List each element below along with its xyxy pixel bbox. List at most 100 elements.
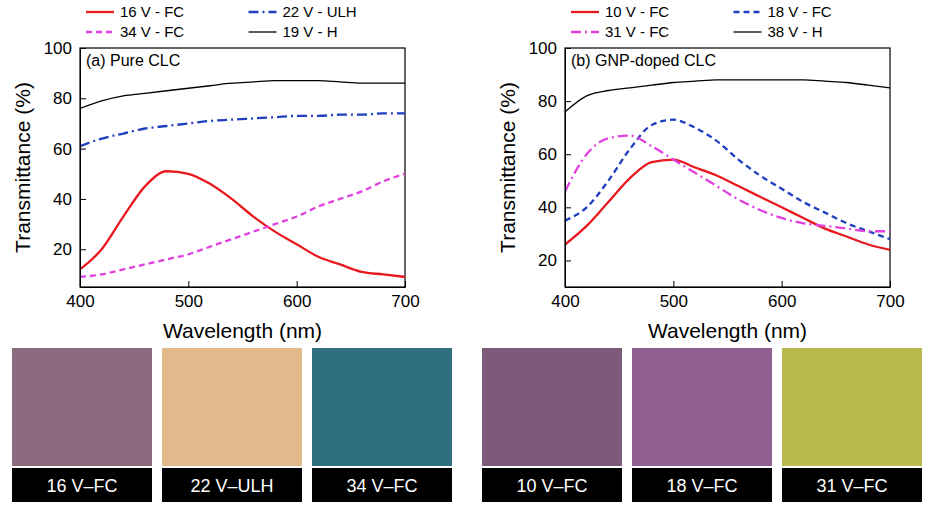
micrograph [482,348,622,466]
x-axis: 400 500 600 700 [551,281,904,311]
tick-mark [890,281,891,287]
series-line [80,81,405,109]
tick: 100 [529,39,571,58]
tick-label: 700 [876,292,904,311]
caption: 31 V–FC [816,476,887,496]
series-line [80,113,405,146]
tick-label: 100 [529,39,557,58]
tick-mark [782,281,783,287]
tick-label: 40 [53,190,72,209]
plot-frame [565,48,890,287]
y-axis-title: Transmittance (%) [11,82,34,253]
tick-label: 500 [660,292,688,311]
legend-swatch [249,11,277,13]
legend-label: 19 V - H [283,23,338,40]
series-line [80,171,405,277]
tick-mark [405,281,406,287]
micrograph [312,348,452,466]
micrograph [162,348,302,466]
y-axis: 20 40 60 80 100 [44,39,86,288]
legend-swatch [249,31,277,32]
series-line [565,120,890,240]
legend-swatch [734,11,762,13]
tick-mark [80,149,86,150]
tick-mark [565,48,571,49]
tick-label: 400 [551,292,579,311]
y-axis-title: Transmittance (%) [496,82,519,253]
caption-box [782,468,922,502]
tick-label: 400 [66,292,94,311]
caption: 34 V–FC [346,476,417,496]
tick: 700 [391,281,419,311]
caption-box [162,468,302,502]
tick: 600 [283,281,311,311]
micrograph [782,348,922,466]
x-axis-title: Wavelength (nm) [163,319,322,342]
caption-box [632,468,772,502]
legend-swatch [571,31,599,33]
tick-mark [673,281,674,287]
tick-mark [565,101,571,102]
tick-label: 80 [53,89,72,108]
series-line [565,80,890,112]
caption: 16 V–FC [46,476,117,496]
tick: 100 [44,39,86,58]
tick: 80 [538,92,571,111]
legend-swatch [571,11,599,13]
tick-mark [297,281,298,287]
legend-label: 38 V - H [768,23,823,40]
tick-mark [565,207,571,208]
panel: 400 500 600 700 20 40 60 80 100 Wavelength (nm) Tr… [11,3,452,502]
tick-label: 600 [283,292,311,311]
tick: 80 [53,89,86,108]
axis-line [81,287,406,288]
legend-label: 10 V - FC [605,3,669,20]
panel: 400 500 600 700 20 40 60 80 100 Wavelength (nm) Tr… [482,3,922,502]
tick: 40 [538,198,571,217]
tick: 500 [660,281,688,311]
x-axis: 400 500 600 700 [66,281,419,311]
tick-mark [80,48,86,49]
panel-title: (a) Pure CLC [86,52,180,69]
axis-line [80,49,81,288]
tick: 20 [538,251,571,270]
legend-label: 22 V - ULH [283,3,357,20]
legend-label: 31 V - FC [605,23,669,40]
tick-label: 60 [53,140,72,159]
caption-box [312,468,452,502]
tick: 600 [768,281,796,311]
tick: 60 [53,140,86,159]
caption: 22 V–ULH [190,476,273,496]
lines [80,81,405,277]
tick-mark [80,98,86,99]
legend-label: 34 V - FC [120,23,184,40]
tick-mark [565,260,571,261]
tick-mark [80,249,86,250]
tick-mark [80,199,86,200]
micrograph [632,348,772,466]
micrograph [12,348,152,466]
series-line [565,136,890,232]
tick-label: 700 [391,292,419,311]
tick-label: 100 [44,39,72,58]
plot-frame [80,48,405,287]
y-axis: 20 40 60 80 100 [529,39,571,288]
caption: 10 V–FC [516,476,587,496]
legend-label: 18 V - FC [768,3,832,20]
tick: 500 [175,281,203,311]
tick: 60 [538,145,571,164]
caption-box [12,468,152,502]
lines [565,80,890,250]
legend-label: 16 V - FC [120,3,184,20]
tick-label: 600 [768,292,796,311]
legend-swatch [734,31,762,32]
axis-line [565,49,566,288]
tick: 700 [876,281,904,311]
tick-label: 20 [53,240,72,259]
tick-mark [565,154,571,155]
figure: 400 500 600 700 20 40 60 80 100 Wavelength (nm) Tr… [0,0,937,511]
tick: 20 [53,240,86,259]
x-axis-title: Wavelength (nm) [648,319,807,342]
panel-title: (b) GNP-doped CLC [571,52,716,69]
series-line [565,160,890,250]
